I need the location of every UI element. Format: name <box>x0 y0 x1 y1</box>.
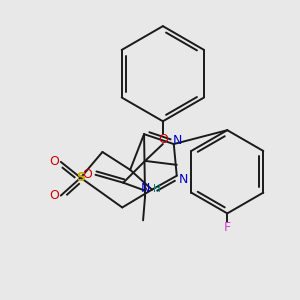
Text: N: N <box>173 134 182 147</box>
Text: O: O <box>82 168 92 181</box>
Text: O: O <box>158 133 168 146</box>
Text: S: S <box>76 171 85 184</box>
Text: F: F <box>224 221 231 234</box>
Text: N: N <box>140 182 150 195</box>
Text: H: H <box>153 184 161 194</box>
Text: O: O <box>49 155 59 168</box>
Text: N: N <box>179 173 188 186</box>
Text: O: O <box>49 189 59 202</box>
